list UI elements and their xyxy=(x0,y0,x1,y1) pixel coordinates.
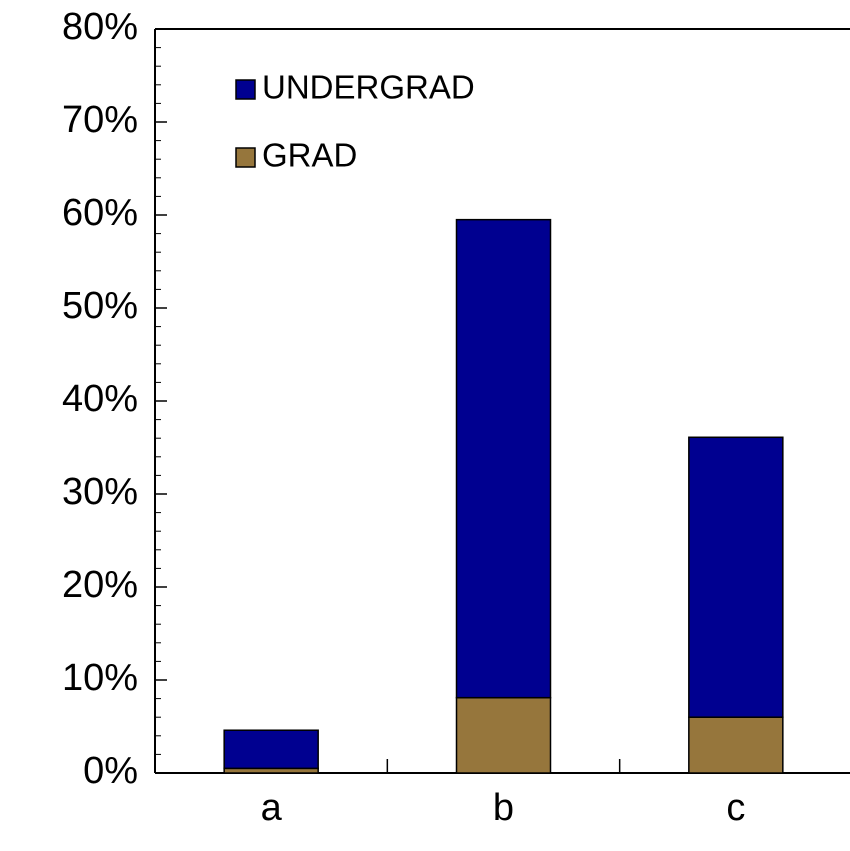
legend-swatch xyxy=(235,147,256,168)
bar-segment xyxy=(688,716,784,774)
bar-segment xyxy=(223,729,319,770)
bar-segment xyxy=(455,218,552,699)
x-tick-label: a xyxy=(261,787,283,829)
bar-segment xyxy=(688,436,784,718)
y-tick-label: 40% xyxy=(62,378,138,420)
y-tick-label: 0% xyxy=(83,750,138,792)
y-tick-label: 70% xyxy=(62,99,138,141)
y-tick-label: 10% xyxy=(62,657,138,699)
y-tick-label: 30% xyxy=(62,471,138,513)
y-tick-label: 80% xyxy=(62,6,138,48)
bar-segment xyxy=(455,696,552,774)
legend-swatch xyxy=(235,79,256,100)
y-tick-label: 60% xyxy=(62,192,138,234)
x-tick-label: b xyxy=(493,787,514,829)
y-tick-label: 20% xyxy=(62,564,138,606)
x-tick-label: c xyxy=(726,787,745,829)
y-tick-label: 50% xyxy=(62,285,138,327)
legend-label: GRAD xyxy=(262,137,357,174)
legend-label: UNDERGRAD xyxy=(262,69,475,106)
